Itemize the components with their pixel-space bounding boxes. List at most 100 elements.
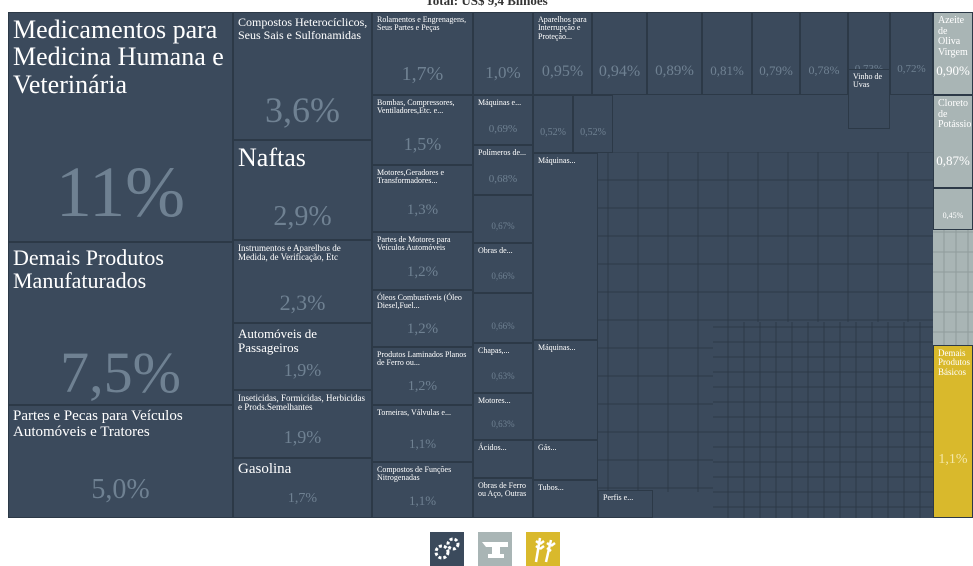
tile: Rolamentos e Engrenagens, Seus Partes e … (372, 12, 473, 95)
tile-value: 5,0% (91, 474, 150, 506)
tile-value: 1,3% (406, 201, 439, 218)
tile-label: Motores,Geradores e Transformadores... (377, 168, 445, 186)
category-icons (430, 532, 560, 566)
tile-label: Obras de Ferro ou Aço, Outras (478, 481, 527, 499)
tile-label: Rolamentos e Engrenagens, Seus Partes e … (377, 15, 467, 33)
tile-label: Chapas,... (478, 346, 510, 355)
tile-label: Cloreto de Potássio (938, 98, 972, 130)
tile: Perfis e... (598, 490, 653, 518)
tile: Partes e Pecas para Veículos Automóveis … (8, 405, 233, 518)
tile-value: 0,72% (897, 63, 926, 76)
tile: Polímeros de... 0,68% (473, 145, 533, 195)
tile: 0,45% (933, 188, 973, 230)
tile: Inseticidas, Formicidas, Herbicidas e Pr… (233, 390, 372, 458)
tile-value: 0,66% (491, 320, 515, 331)
tile: Medicamentos para Medicina Humana e Vete… (8, 12, 233, 242)
treemap: Medicamentos para Medicina Humana e Vete… (8, 12, 973, 518)
tile: 1,0% (473, 12, 533, 95)
tile-label: Polímeros de... (478, 148, 526, 157)
tile-value: 0,67% (491, 221, 515, 232)
tile-label: Inseticidas, Formicidas, Herbicidas e Pr… (238, 393, 365, 413)
tile-value: 0,78% (808, 63, 840, 78)
tile: Torneiras, Válvulas e... 1,1% (372, 405, 473, 462)
tile-label: Gás... (538, 443, 557, 452)
tile-label: Óleos Combustíveis (Óleo Diesel,Fuel... (377, 293, 462, 311)
tile: Máquinas... (533, 153, 598, 340)
tile-label: Medicamentos para Medicina Humana e Vete… (13, 15, 224, 99)
tile-value: 1,2% (406, 263, 439, 280)
tile-value: 1,9% (283, 427, 322, 448)
tile-label: Motores... (478, 396, 511, 405)
tile: Vinho de Uvas (848, 69, 890, 129)
tile: Motores... 0,63% (473, 393, 533, 440)
tile: 0,67% (473, 195, 533, 243)
tile: Compostos de Funções Nitrogenadas 1,1% (372, 462, 473, 518)
tile: 0,52% (533, 95, 573, 153)
tile-value: 0,79% (759, 63, 793, 79)
tile: Compostos Heterocíclicos, Seus Sais e Su… (233, 12, 372, 140)
tile-value: 1,9% (283, 359, 322, 380)
tile: Bombas, Compressores, Ventiladores,Etc. … (372, 95, 473, 165)
tile-label: Aparelhos para Interrupção e Proteção... (538, 15, 587, 41)
tile: 0,94% (592, 12, 647, 95)
tile: Máquinas e... 0,69% (473, 95, 533, 145)
tile: Demais Produtos Básicos 1,1% (933, 345, 973, 518)
tile-label: Instrumentos e Aparelhos de Medida, de V… (238, 243, 341, 263)
tile-label: Ácidos... (478, 443, 507, 452)
tile: Naftas 2,9% (233, 140, 372, 240)
tile: Cloreto de Potássio 0,87% (933, 95, 973, 188)
tile-value: 0,66% (491, 270, 515, 281)
tile: Gás... (533, 440, 598, 480)
tile-value: 1,1% (408, 492, 437, 508)
tile-value: 1,2% (406, 321, 439, 338)
tile-value: 0,68% (488, 172, 518, 185)
tile-label: Obras de... (478, 246, 513, 255)
tile-label: Compostos de Funções Nitrogenadas (377, 465, 452, 483)
tile-value: 0,45% (942, 211, 964, 221)
tile-value: 1,7% (401, 63, 444, 86)
tile-value: 3,6% (265, 90, 340, 131)
tile-value: 0,52% (540, 126, 566, 138)
tile-value: 0,63% (491, 418, 515, 429)
tile-label: Demais Produtos Básicos (938, 348, 971, 377)
tile-value: 1,5% (403, 133, 442, 154)
tile-value: 0,87% (936, 152, 970, 168)
icon-industry[interactable] (430, 532, 464, 566)
tile-label: Azeite de Oliva Virgem (938, 15, 968, 58)
tile: Gasolina 1,7% (233, 458, 372, 518)
tile-value: 1,2% (407, 378, 438, 394)
tile-value: 0,63% (491, 370, 515, 381)
tile-label: Bombas, Compressores, Ventiladores,Etc. … (377, 98, 455, 116)
tile: Ácidos... (473, 440, 533, 478)
tile-label: Tubos... (538, 483, 564, 492)
tile-value: 0,89% (655, 63, 694, 80)
tile: Máquinas... (533, 340, 598, 440)
tile-label: Partes de Motores para Veículos Automóve… (377, 235, 451, 253)
tile: Tubos... (533, 480, 598, 518)
tile-value: 0,95% (541, 63, 584, 81)
tile-label: Compostos Heterocíclicos, Seus Sais e Su… (238, 15, 368, 42)
tile: Obras de... 0,66% (473, 243, 533, 293)
tile-label: Torneiras, Válvulas e... (377, 408, 451, 417)
tile-label: Máquinas... (538, 343, 576, 352)
icon-agriculture[interactable] (526, 532, 560, 566)
chart-title: Total: US$ 9,4 Bilhões (425, 0, 548, 8)
tile-value: 0,81% (710, 63, 744, 79)
tile: 0,52% (573, 95, 613, 153)
tile-value: 2,9% (273, 201, 332, 232)
tile-label: Perfis e... (603, 493, 634, 502)
tile: Chapas,... 0,63% (473, 343, 533, 393)
tile: Azeite de Oliva Virgem 0,90% (933, 12, 973, 95)
tile-value: 0,94% (598, 63, 641, 81)
tile-value: 1,0% (485, 63, 521, 83)
tile-label: Máquinas e... (478, 98, 522, 107)
tile-label: Demais Produtos Manufaturados (13, 245, 164, 294)
tile-value: 7,5% (60, 340, 181, 405)
tile: Óleos Combustíveis (Óleo Diesel,Fuel... 1… (372, 290, 473, 347)
tile-value: 1,1% (408, 436, 437, 452)
tile-value: 0,90% (936, 63, 970, 79)
tile-label: Produtos Laminados Planos de Ferro ou... (377, 350, 467, 368)
tile: 0,81% (702, 12, 752, 95)
tile: Automóveis de Passageiros 1,9% (233, 323, 372, 390)
